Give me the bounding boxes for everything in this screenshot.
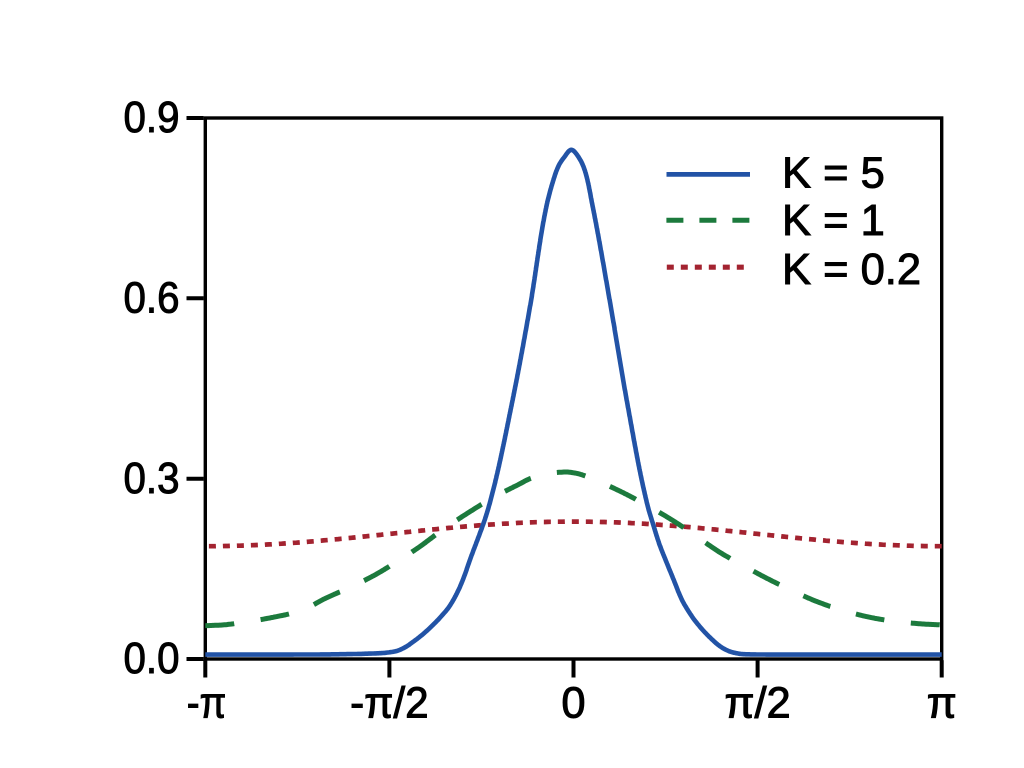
svg-text:0.0: 0.0 — [124, 635, 180, 683]
svg-text:-π/2: -π/2 — [350, 679, 429, 727]
svg-text:0.3: 0.3 — [124, 455, 180, 503]
svg-text:K = 5: K = 5 — [782, 150, 885, 198]
svg-text:0: 0 — [561, 679, 585, 727]
svg-text:K = 1: K = 1 — [782, 197, 885, 245]
svg-text:π: π — [927, 679, 957, 727]
svg-text:K = 0.2: K = 0.2 — [782, 246, 921, 294]
svg-text:0.6: 0.6 — [124, 274, 180, 322]
svg-text:0.9: 0.9 — [124, 94, 180, 142]
svg-text:π/2: π/2 — [724, 679, 790, 727]
svg-text:-π: -π — [187, 679, 227, 727]
